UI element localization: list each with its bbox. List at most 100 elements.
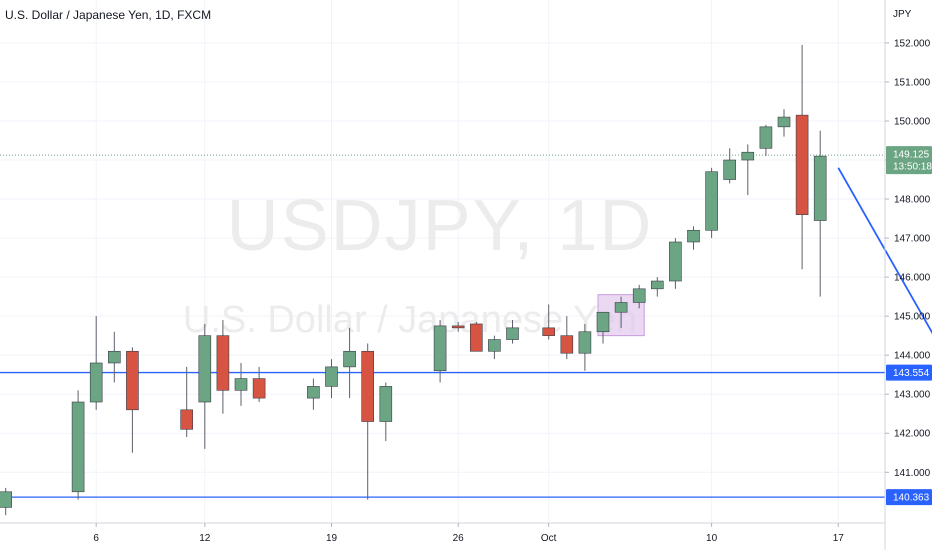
candle[interactable] bbox=[506, 320, 519, 344]
time-tick-label: 6 bbox=[93, 533, 99, 544]
candle-body bbox=[777, 116, 791, 128]
price-tick-label: 145.000 bbox=[894, 312, 931, 323]
time-tick-label: 26 bbox=[453, 533, 465, 544]
candle[interactable] bbox=[252, 366, 266, 403]
candle-body bbox=[89, 362, 103, 403]
candle-body bbox=[687, 229, 700, 243]
candle[interactable] bbox=[361, 343, 375, 500]
candle[interactable] bbox=[795, 44, 809, 270]
candle[interactable] bbox=[560, 316, 574, 360]
time-tick-label: 19 bbox=[326, 533, 338, 544]
candle-body bbox=[469, 323, 483, 352]
candle[interactable] bbox=[759, 124, 773, 157]
candle[interactable] bbox=[0, 487, 13, 516]
candle-body bbox=[234, 378, 248, 391]
candle-body bbox=[0, 491, 13, 508]
candle[interactable] bbox=[180, 366, 193, 438]
candle[interactable] bbox=[469, 321, 483, 352]
candle[interactable] bbox=[343, 327, 356, 399]
candle-body bbox=[596, 311, 610, 333]
candle[interactable] bbox=[126, 347, 139, 453]
price-axis[interactable]: 141.000 142.000 143.000 144.000 145.000 146.0… bbox=[885, 38, 931, 479]
candle-body bbox=[379, 386, 393, 422]
price-tick-label: 146.000 bbox=[894, 273, 931, 284]
horizontal-levels bbox=[0, 154, 885, 498]
candle[interactable] bbox=[379, 382, 393, 442]
time-tick-label: 12 bbox=[199, 533, 211, 544]
level-tag-label: 143.554 bbox=[893, 368, 930, 379]
candle[interactable] bbox=[433, 320, 447, 383]
candle[interactable] bbox=[325, 359, 338, 399]
candle[interactable] bbox=[596, 311, 610, 344]
bar-countdown-label: 13:50:18 bbox=[893, 162, 932, 173]
projection-line[interactable] bbox=[837, 20, 932, 391]
candle-body bbox=[488, 339, 501, 352]
chart-title: U.S. Dollar / Japanese Yen, 1D, FXCM bbox=[5, 8, 211, 22]
candle[interactable] bbox=[705, 167, 718, 239]
candle[interactable] bbox=[614, 296, 628, 328]
candle-body bbox=[632, 288, 646, 303]
candle[interactable] bbox=[687, 226, 700, 250]
price-tick-label: 151.000 bbox=[894, 77, 931, 88]
candle-body bbox=[759, 126, 773, 149]
candle-body bbox=[542, 327, 556, 336]
level-tag-bg bbox=[886, 489, 932, 506]
candle[interactable] bbox=[451, 321, 465, 332]
price-tick-label: 150.000 bbox=[894, 116, 931, 127]
candle[interactable] bbox=[741, 144, 755, 196]
candle[interactable] bbox=[542, 304, 556, 340]
candle[interactable] bbox=[307, 378, 320, 410]
level-tag-bg bbox=[886, 364, 932, 381]
projection-path bbox=[837, 20, 932, 391]
price-tick-label: 141.000 bbox=[894, 468, 931, 479]
candle-body bbox=[813, 155, 827, 221]
candle-body bbox=[343, 350, 356, 368]
time-axis[interactable]: 6121926Oct10172427Nov7 bbox=[93, 523, 932, 544]
time-tick-label: Oct bbox=[541, 533, 557, 544]
candle[interactable] bbox=[108, 331, 121, 383]
currency-label: JPY bbox=[893, 9, 912, 20]
candle-body bbox=[198, 335, 212, 403]
level-tag-label: 140.363 bbox=[893, 493, 930, 504]
candle[interactable] bbox=[216, 320, 230, 414]
candle-body bbox=[741, 151, 755, 161]
candle[interactable] bbox=[669, 238, 682, 289]
watermark-name: U.S. Dollar / Japanese Yen bbox=[183, 299, 637, 341]
candle-body bbox=[614, 302, 628, 313]
candles bbox=[0, 44, 827, 516]
candle[interactable] bbox=[813, 130, 827, 297]
price-tick-label: 147.000 bbox=[894, 234, 931, 245]
candle[interactable] bbox=[89, 316, 103, 410]
price-tick-label: 143.000 bbox=[894, 390, 931, 401]
candle-body bbox=[451, 325, 465, 329]
candle-body bbox=[361, 350, 375, 422]
candle-body bbox=[216, 335, 230, 391]
price-tick-label: 144.000 bbox=[894, 351, 931, 362]
watermark: USDJPY, 1D U.S. Dollar / Japanese Yen bbox=[183, 186, 652, 341]
candle[interactable] bbox=[723, 148, 737, 184]
candle-body bbox=[669, 241, 682, 282]
time-tick-label: 17 bbox=[833, 533, 845, 544]
price-tick-label: 148.000 bbox=[894, 195, 931, 206]
current-price-label: 149.125 bbox=[893, 150, 930, 161]
candle-body bbox=[71, 401, 85, 493]
candle[interactable] bbox=[777, 109, 791, 137]
level-price-tag: 143.554 bbox=[886, 364, 932, 381]
candle[interactable] bbox=[71, 390, 85, 500]
candle[interactable] bbox=[650, 277, 664, 297]
candle-body bbox=[252, 378, 266, 399]
candle[interactable] bbox=[198, 323, 212, 449]
candle-body bbox=[723, 159, 737, 180]
candle-body bbox=[506, 327, 519, 340]
candle[interactable] bbox=[632, 284, 646, 309]
candle[interactable] bbox=[488, 335, 501, 360]
candle-body bbox=[180, 409, 193, 430]
candle[interactable] bbox=[234, 362, 248, 406]
candle[interactable] bbox=[578, 323, 592, 371]
candle-body bbox=[560, 335, 574, 354]
price-tick-label: 142.000 bbox=[894, 429, 931, 440]
time-tick-label: 10 bbox=[706, 533, 718, 544]
